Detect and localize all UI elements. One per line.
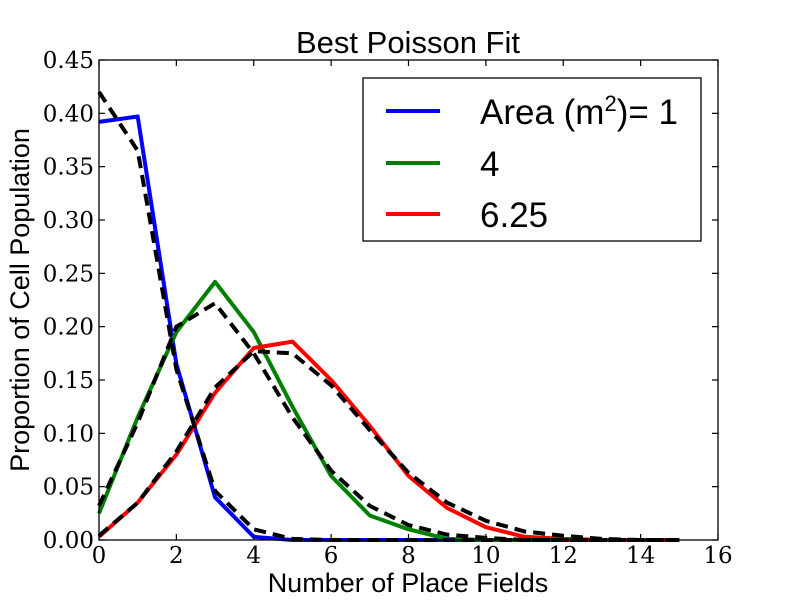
y-tick-label: 0.45 [43, 48, 94, 74]
x-tick-label: 10 [471, 543, 500, 569]
x-axis-label: Number of Place Fields [268, 568, 549, 598]
legend-label-suffix: )= 1 [617, 93, 678, 132]
y-tick-label: 0.40 [43, 101, 94, 127]
fit-line-2 [97, 349, 680, 542]
y-tick-label: 0.15 [43, 368, 94, 394]
chart-title: Best Poisson Fit [296, 25, 520, 60]
x-tick-label: 8 [401, 543, 416, 569]
y-tick-label: 0.00 [43, 528, 94, 554]
x-tick-label: 6 [324, 543, 339, 569]
legend-label-area-1: Area (m2)= 1 [480, 91, 678, 132]
x-tick-label: 14 [626, 543, 655, 569]
y-tick-label: 0.10 [43, 421, 94, 447]
legend-label-area-6-25: 6.25 [480, 196, 548, 235]
legend-label-superscript: 2 [604, 91, 616, 116]
x-tick-label: 4 [246, 543, 261, 569]
legend-label-prefix: Area (m [480, 93, 604, 132]
y-tick-label: 0.30 [43, 208, 94, 234]
x-tick-label: 2 [169, 543, 184, 569]
y-tick-label: 0.25 [43, 261, 94, 287]
y-axis-label: Proportion of Cell Population [5, 128, 35, 472]
fit-line-1 [97, 300, 680, 542]
legend-label-area-4: 4 [480, 145, 499, 184]
y-tick-label: 0.35 [43, 155, 94, 181]
x-tick-label: 0 [92, 543, 107, 569]
y-tick-label: 0.05 [43, 475, 94, 501]
x-tick-label: 12 [549, 543, 578, 569]
x-tick-label: 16 [703, 543, 732, 569]
y-tick-label: 0.20 [43, 315, 94, 341]
legend: Area (m2)= 1 4 6.25 [362, 77, 702, 242]
axes: 0 2 4 6 8 10 12 14 16 0.00 0.05 0.10 0.15 0.20 0.25 0.3… [43, 48, 733, 569]
